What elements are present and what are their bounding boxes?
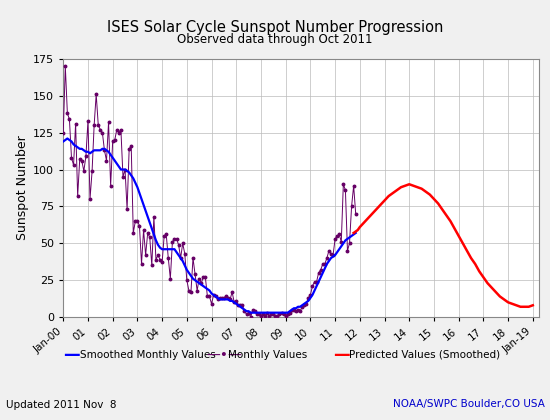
Text: —: — bbox=[333, 346, 349, 364]
Text: —•—: —•— bbox=[206, 348, 242, 362]
Text: NOAA/SWPC Boulder,CO USA: NOAA/SWPC Boulder,CO USA bbox=[393, 399, 544, 409]
Text: Smoothed Monthly Values: Smoothed Monthly Values bbox=[80, 350, 216, 360]
Text: —: — bbox=[63, 346, 80, 364]
Text: Observed data through Oct 2011: Observed data through Oct 2011 bbox=[177, 34, 373, 46]
Text: Updated 2011 Nov  8: Updated 2011 Nov 8 bbox=[6, 399, 116, 409]
Text: Monthly Values: Monthly Values bbox=[228, 350, 307, 360]
Text: ISES Solar Cycle Sunspot Number Progression: ISES Solar Cycle Sunspot Number Progress… bbox=[107, 20, 443, 35]
Y-axis label: Sunspot Number: Sunspot Number bbox=[16, 136, 29, 240]
Text: Predicted Values (Smoothed): Predicted Values (Smoothed) bbox=[349, 350, 500, 360]
